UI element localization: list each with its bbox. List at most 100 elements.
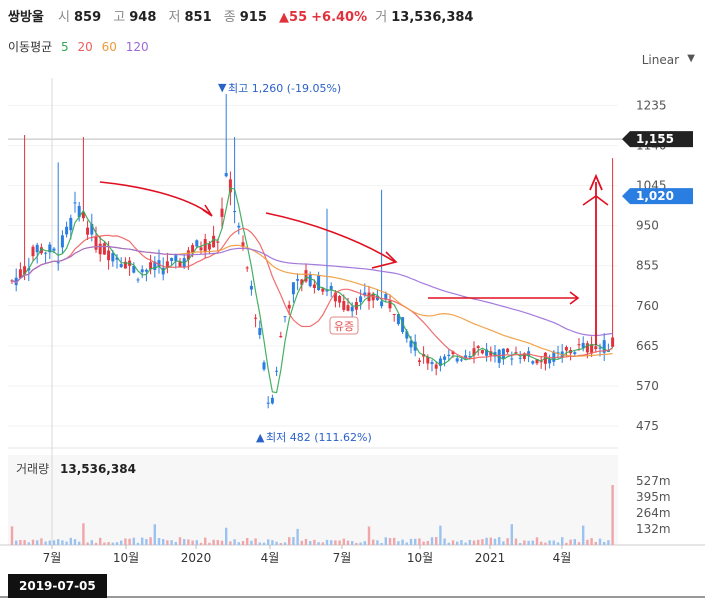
volume-bar [292,537,295,545]
candle-body [510,358,514,360]
candle-body [56,262,60,264]
candle-body [65,226,69,235]
candle-body [98,243,102,255]
crosshair-date-label: 2019-07-05 [8,574,107,598]
candle-body [212,235,216,248]
candle-body [375,295,379,301]
ma-20-label: 20 [77,40,93,54]
volume-bar [199,542,203,545]
volume-bar [510,524,513,545]
volume-bar [212,539,215,545]
candle-body [585,343,589,353]
candle-body [165,261,169,268]
volume-bar [552,540,555,545]
volume-bar [384,537,387,545]
candle-body [304,270,308,282]
candle-body [233,211,237,213]
candle-body [207,243,211,250]
volume-bar [288,537,291,545]
low-label: 저 [168,10,181,25]
volume-bar [124,538,127,545]
price-tick-label: 855 [636,259,659,273]
candle-body [312,284,316,288]
candle-body [321,288,325,292]
candle-body [153,261,157,271]
volume-bar [535,537,539,545]
volume-bar [48,540,51,545]
candle-body [556,352,560,354]
x-tick-label: 2021 [475,551,506,565]
candle-body [191,245,195,254]
candle-body [451,351,455,355]
volume-bar [321,542,324,545]
volume-bar [338,540,341,545]
candle-body [296,279,300,281]
candle-body [417,360,421,362]
scale-mode-select[interactable]: Linear [641,53,679,67]
volume-bar [254,538,257,545]
candle-body [241,242,245,248]
candle-body [363,292,367,296]
volume-bar [195,540,198,545]
volume-bar [540,541,543,545]
volume-bar [166,540,169,545]
volume-bar [115,542,119,545]
volume-bar [351,541,354,545]
volume-bar [191,540,194,545]
candle-body [69,217,73,231]
close-label: 종 [223,10,236,25]
x-tick-label: 7월 [333,551,352,565]
chevron-down-icon[interactable]: ▼ [687,53,695,64]
volume-bar [271,540,274,545]
volume-bar [598,538,602,545]
volume-bar [82,523,85,545]
volume-bar [586,539,589,545]
volume-bar [57,539,60,545]
candle-body [468,356,472,358]
candle-body [14,277,18,286]
volume-bar [36,540,39,545]
candle-body [573,352,577,355]
candle-body [237,225,241,228]
volume-bar [523,540,526,545]
volume-bar [409,538,413,545]
candle-body [77,205,81,218]
volume-bar [103,542,106,545]
price-tick-label: 760 [636,299,659,313]
volume-bar [430,537,434,545]
candle-body [44,252,48,254]
annotation-arrow-head [202,204,213,217]
last-close-label: 1,020 [636,189,674,203]
volume-bar [594,541,597,545]
volume-bar [468,539,471,545]
candle-body [144,269,148,272]
volume-bar [246,538,249,545]
candle-body [329,285,333,290]
high-value: 948 [129,10,157,25]
volume-bar [464,542,467,545]
price-tick-label: 1235 [636,98,667,112]
candle-body [199,247,203,251]
volume-bar [481,539,484,545]
open-label: 시 [58,10,70,25]
ma-60-label: 60 [101,40,117,54]
moving-average-legend[interactable]: 이동평균 5 20 60 120 [8,38,154,55]
volume-bar [519,542,522,545]
candle-body [262,362,266,370]
candle-body [430,362,434,364]
volume-bar [61,540,64,545]
volume-bar [19,540,22,545]
volume-bar [388,537,392,545]
volume-bar [493,538,497,545]
candle-body [506,348,510,353]
volume-value: 13,536,384 [391,10,474,25]
volume-bar [258,542,261,545]
volume-bar [376,540,379,545]
high-annotation: 최고 1,260 (-19.05%) [228,82,341,95]
candle-body [388,300,392,309]
ma-120-label: 120 [125,40,149,54]
volume-bar [313,539,316,545]
candle-body [203,239,207,253]
volume-bar [334,540,337,545]
